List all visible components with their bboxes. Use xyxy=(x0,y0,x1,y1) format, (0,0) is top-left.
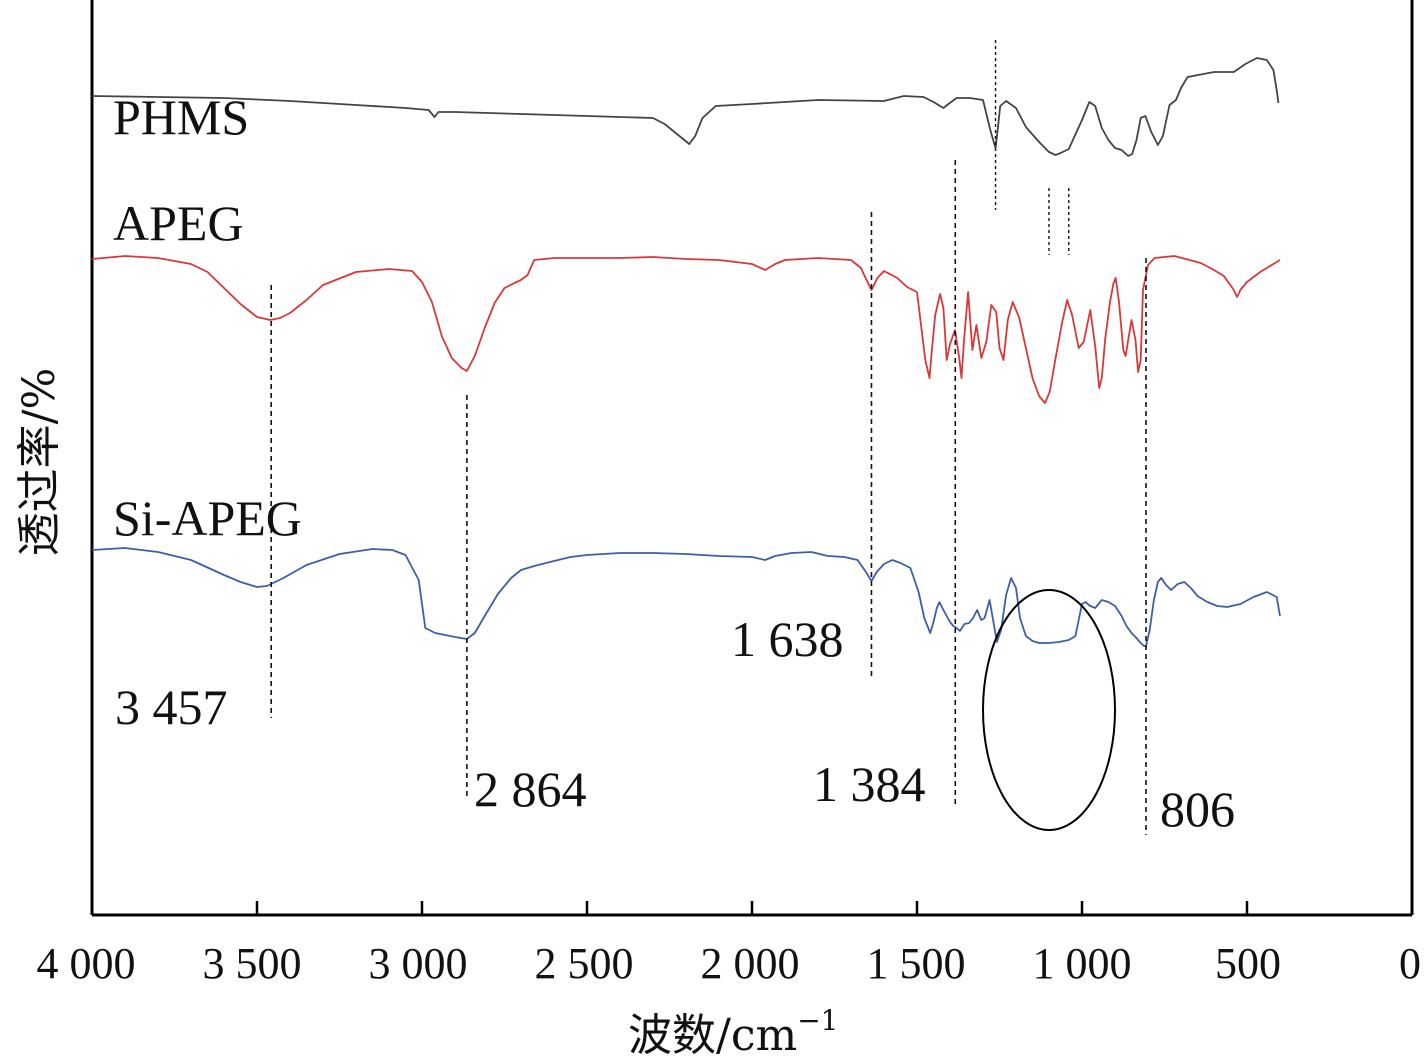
series-label-phms: PHMS xyxy=(113,89,249,145)
x-tick-labels: 4 000 3 500 3 000 2 500 2 000 1 500 1 00… xyxy=(37,939,1422,988)
annotation-label-3457: 3 457 xyxy=(115,679,228,735)
annotation-label-1638: 1 638 xyxy=(731,611,844,667)
axes xyxy=(90,0,1414,917)
x-axis-title: 波数/cm−1 xyxy=(628,1004,838,1061)
highlight-region xyxy=(982,589,1116,831)
annotation-guides xyxy=(270,40,1147,835)
series-line-phms xyxy=(91,57,1280,157)
x-tick-label: 4 000 xyxy=(37,939,136,988)
annotation-label-1384: 1 384 xyxy=(813,756,926,812)
annotation-label-806: 806 xyxy=(1160,781,1235,837)
x-tick-label: 3 000 xyxy=(369,939,468,988)
x-tick-label: 500 xyxy=(1215,939,1281,988)
series-line-apeg xyxy=(91,255,1281,404)
x-axis-title-text: 波数/cm xyxy=(628,1010,797,1061)
x-axis-title-superscript: −1 xyxy=(797,1004,838,1037)
x-tick-label: 1 500 xyxy=(867,939,966,988)
series-label-si-apeg: Si-APEG xyxy=(113,490,302,546)
series-line-si-apeg xyxy=(91,547,1281,647)
series-label-apeg: APEG xyxy=(113,195,244,251)
y-axis-title: 透过率/% xyxy=(14,368,65,557)
x-tick-label: 3 500 xyxy=(203,939,302,988)
x-tick-label: 0 xyxy=(1399,939,1421,988)
series-group xyxy=(91,57,1281,647)
x-tick-label: 2 000 xyxy=(701,939,800,988)
x-tick-label: 1 000 xyxy=(1033,939,1132,988)
x-tick-label: 2 500 xyxy=(535,939,634,988)
annotation-label-2864: 2 864 xyxy=(474,761,587,817)
highlight-ellipse xyxy=(982,589,1116,831)
